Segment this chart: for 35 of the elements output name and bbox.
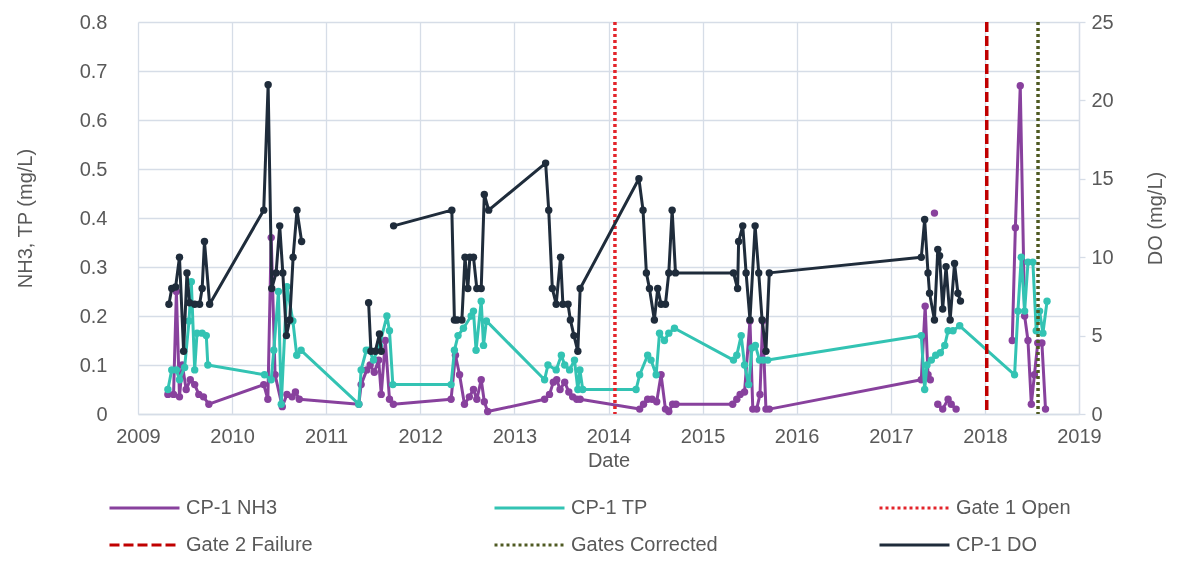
y2-axis-title: DO (mg/L) [1143, 171, 1166, 266]
y-tick-label: 0.4 [79, 206, 108, 229]
y-tick-label: 0 [96, 402, 108, 425]
y2-tick-label: 20 [1091, 88, 1114, 111]
y2-tick-label: 25 [1091, 10, 1114, 33]
y2-tick-label: 0 [1091, 402, 1103, 425]
legend-label: Gates Corrected [571, 533, 718, 555]
legend-label: CP-1 TP [571, 496, 648, 518]
y-tick-label: 0.3 [79, 255, 108, 278]
x-tick-label: 2011 [305, 424, 349, 447]
x-tick-label: 2010 [210, 424, 255, 447]
x-tick-label: 2015 [680, 424, 726, 447]
y-tick-label: 0.8 [79, 10, 108, 33]
y-tick-label: 0.5 [79, 157, 108, 180]
x-tick-label: 2018 [963, 424, 1008, 447]
x-tick-label: 2013 [492, 424, 538, 447]
y-tick-label: 0.2 [79, 304, 108, 327]
legend-label: Gate 2 Failure [186, 533, 313, 555]
legend-label: Gate 1 Open [956, 496, 1071, 518]
x-tick-label: 2019 [1057, 424, 1102, 447]
y-tick-label: 0.7 [79, 59, 108, 82]
x-tick-label: 2009 [116, 424, 161, 447]
y2-tick-label: 10 [1091, 245, 1114, 268]
x-tick-label: 2014 [586, 424, 632, 447]
x-tick-label: 2012 [398, 424, 443, 447]
x-tick-label: 2017 [869, 424, 914, 447]
y-axis-title: NH3, TP (mg/L) [13, 148, 36, 289]
legend-label: CP-1 NH3 [186, 496, 278, 518]
y-tick-label: 0.1 [79, 353, 108, 376]
y-tick-label: 0.6 [79, 108, 108, 131]
legend-label: CP-1 DO [956, 533, 1038, 555]
y2-tick-label: 5 [1091, 324, 1103, 347]
x-axis-title: Date [587, 448, 631, 471]
y2-tick-label: 15 [1091, 167, 1114, 190]
x-tick-label: 2016 [774, 424, 820, 447]
